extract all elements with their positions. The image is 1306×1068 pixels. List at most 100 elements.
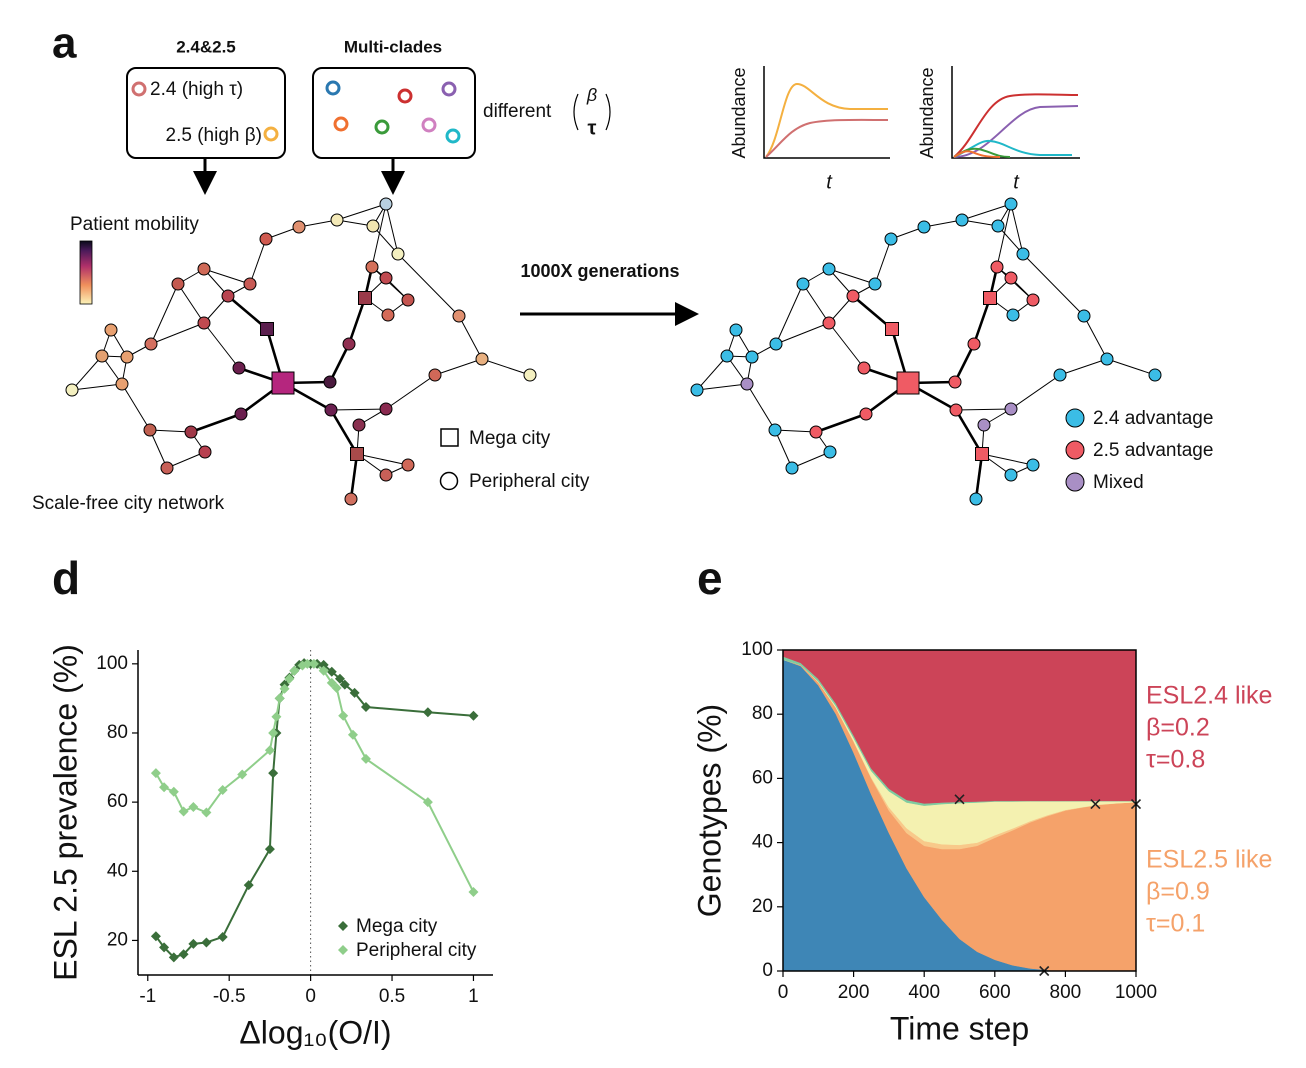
city-node: [1004, 468, 1018, 482]
y-tick-label: 60: [107, 791, 128, 812]
city-node: [967, 337, 981, 351]
point: [217, 931, 228, 942]
inset-curve: [953, 93, 1079, 158]
clade-marker: [333, 116, 349, 132]
city-node: [785, 461, 799, 475]
mobility-label: Patient mobility: [70, 214, 199, 235]
point: [326, 677, 337, 688]
point: [274, 693, 285, 704]
city-node: [868, 277, 882, 291]
point: [338, 710, 349, 721]
city-node: [428, 368, 442, 382]
city-node: [948, 375, 962, 389]
inset-curve: [953, 105, 1079, 158]
point: [188, 938, 199, 949]
city-node: [720, 349, 734, 363]
point: [284, 673, 295, 684]
point: [150, 768, 161, 779]
y-tick-label: 40: [752, 832, 773, 853]
point: [268, 768, 279, 779]
network-edge: [481, 358, 531, 376]
point: [150, 931, 161, 942]
network-edge: [149, 429, 192, 433]
mega-city-node: [260, 322, 274, 336]
cross-marker: [1090, 799, 1101, 810]
panel-label: a: [52, 19, 77, 68]
network-edge: [1022, 253, 1085, 317]
city-node: [198, 445, 212, 459]
y-tick-label: 60: [752, 767, 773, 788]
city-node: [475, 352, 489, 366]
city-node: [990, 260, 1004, 274]
network-edge: [71, 383, 123, 391]
city-node: [796, 277, 810, 291]
panel-label: d: [52, 552, 80, 604]
annotation: ESL2.4 like: [1146, 682, 1272, 710]
city-node: [768, 423, 782, 437]
point: [347, 729, 358, 740]
city-node: [1004, 197, 1018, 211]
city-node: [1053, 368, 1067, 382]
x-axis-label: Δlog₁₀(O/I): [239, 1014, 391, 1050]
network-edge: [815, 412, 867, 434]
point: [178, 806, 189, 817]
point: [331, 683, 342, 694]
mega-city-node: [350, 447, 364, 461]
city-node: [1006, 308, 1020, 322]
x-tick-label: 200: [838, 982, 870, 1003]
network-edge: [1010, 374, 1061, 410]
network-label: Scale-free city network: [32, 493, 225, 514]
city-node: [342, 337, 356, 351]
city-node: [745, 350, 759, 364]
y-tick-label: 100: [96, 653, 128, 674]
city-node: [243, 277, 257, 291]
network-edge: [1059, 358, 1108, 376]
y-tick-label: 40: [107, 860, 128, 881]
point: [243, 880, 254, 891]
plot-frame: [782, 649, 1137, 972]
network-edge: [190, 412, 242, 434]
network-edge: [150, 322, 205, 345]
city-node: [729, 323, 743, 337]
arrow-label: 1000X generations: [520, 261, 679, 281]
point: [349, 687, 360, 698]
inset-axes: [951, 66, 1080, 159]
x-tick-label: -1: [139, 986, 156, 1007]
clade-marker: [263, 126, 279, 142]
x-tick-label: 0.5: [379, 986, 405, 1007]
city-node: [1100, 352, 1114, 366]
network-edge: [371, 266, 409, 301]
network-edge: [981, 453, 1034, 466]
city-node: [197, 316, 211, 330]
point: [201, 807, 212, 818]
city-node: [171, 277, 185, 291]
network-edge: [775, 283, 804, 345]
city-node: [381, 308, 395, 322]
city-node: [955, 213, 969, 227]
network-edge: [828, 322, 865, 369]
point: [268, 727, 279, 738]
city-node: [144, 337, 158, 351]
colorbar: [79, 240, 93, 305]
panel-label: e: [697, 552, 723, 604]
network-edge: [150, 283, 179, 345]
city-node: [809, 425, 823, 439]
network-edge: [121, 383, 151, 431]
city-node: [379, 468, 393, 482]
y-tick-label: 100: [741, 639, 773, 660]
city-node: [690, 383, 704, 397]
network-edge: [328, 343, 351, 383]
annotation: β=0.9: [1146, 878, 1210, 906]
x-tick-label: 0: [778, 982, 789, 1003]
point: [318, 665, 329, 676]
point: [168, 952, 179, 963]
network-edge: [774, 429, 793, 469]
point: [468, 887, 479, 898]
point: [237, 769, 248, 780]
point: [201, 937, 212, 948]
network-edge: [802, 283, 830, 324]
city-node: [184, 425, 198, 439]
city-node: [822, 316, 836, 330]
